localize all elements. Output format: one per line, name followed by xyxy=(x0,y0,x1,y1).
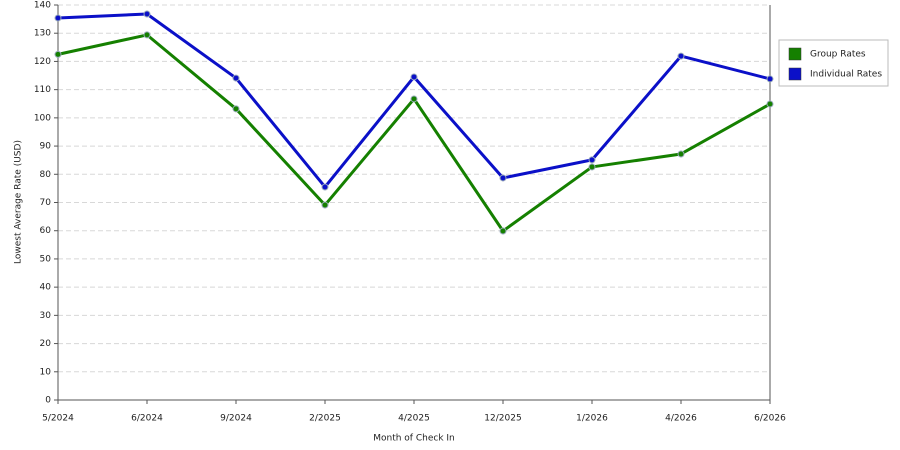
x-tick-label: 4/2025 xyxy=(398,414,430,424)
y-tick-label: 30 xyxy=(40,311,52,321)
data-point xyxy=(588,156,596,164)
data-point xyxy=(766,100,774,108)
data-point xyxy=(232,74,240,82)
y-tick-label: 130 xyxy=(34,29,51,39)
y-tick-label: 90 xyxy=(40,142,52,152)
x-tick-label: 6/2024 xyxy=(131,414,163,424)
data-point xyxy=(588,163,596,171)
y-tick-label: 70 xyxy=(40,198,52,208)
x-tick-label: 12/2025 xyxy=(484,414,521,424)
data-point xyxy=(321,201,329,209)
y-tick-label: 10 xyxy=(40,367,52,377)
series-line xyxy=(57,33,771,233)
data-point xyxy=(410,73,418,81)
y-tick-label: 80 xyxy=(40,170,52,180)
y-tick-label: 100 xyxy=(34,113,51,123)
data-point xyxy=(143,31,151,39)
x-tick-label: 4/2026 xyxy=(665,414,697,424)
x-tick-label: 1/2026 xyxy=(576,414,608,424)
data-point xyxy=(54,50,62,58)
legend-label: Group Rates xyxy=(810,50,866,60)
y-tick-label: 140 xyxy=(34,1,51,11)
data-point xyxy=(677,150,685,158)
y-tick-label: 20 xyxy=(40,339,52,349)
y-tick-label: 50 xyxy=(40,254,52,264)
legend-label: Individual Rates xyxy=(810,70,882,80)
x-tick-label: 5/2024 xyxy=(42,414,74,424)
x-tick-label: 9/2024 xyxy=(220,414,252,424)
x-tick-label: 2/2025 xyxy=(309,414,341,424)
legend-swatch xyxy=(788,47,802,61)
legend-swatch xyxy=(788,67,802,81)
data-point xyxy=(677,52,685,60)
y-tick-label: 120 xyxy=(34,57,51,67)
data-point xyxy=(232,105,240,113)
data-point xyxy=(499,174,507,182)
data-point xyxy=(766,75,774,83)
y-tick-label: 0 xyxy=(45,396,51,406)
y-tick-label: 60 xyxy=(40,226,52,236)
x-axis-label: Month of Check In xyxy=(373,434,455,444)
y-tick-label: 110 xyxy=(34,85,51,95)
x-tick-label: 6/2026 xyxy=(754,414,786,424)
y-axis-label: Lowest Average Rate (USD) xyxy=(14,140,24,264)
data-point xyxy=(499,227,507,235)
data-point xyxy=(321,183,329,191)
y-tick-label: 40 xyxy=(40,283,52,293)
data-point xyxy=(54,14,62,22)
data-point xyxy=(410,95,418,103)
data-point xyxy=(143,10,151,18)
